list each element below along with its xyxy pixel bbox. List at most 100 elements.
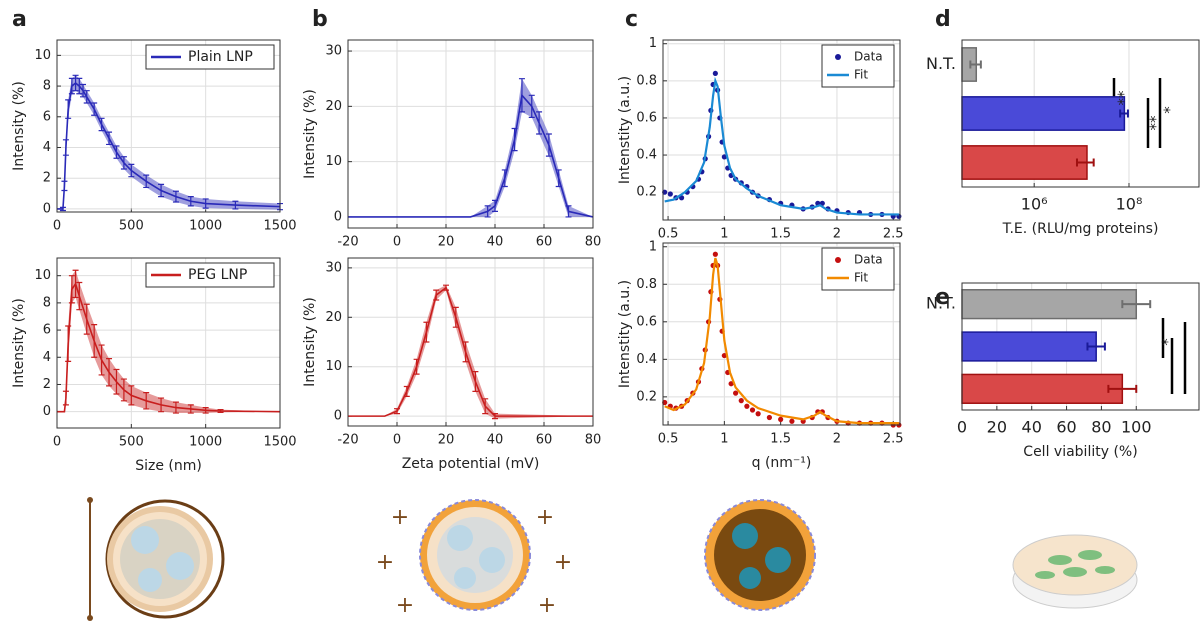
plot-frame bbox=[961, 282, 1200, 411]
y-tick-label: 30 bbox=[325, 44, 342, 59]
error-bar bbox=[528, 94, 535, 119]
x-tick-label: 1.5 bbox=[770, 432, 791, 447]
error-bar bbox=[172, 401, 179, 414]
panel-letter: c bbox=[625, 7, 638, 32]
y-tick-label: 4 bbox=[43, 140, 51, 155]
error-bar bbox=[413, 358, 420, 375]
error-bar bbox=[1121, 300, 1152, 309]
data-point bbox=[721, 154, 727, 160]
error-bar bbox=[394, 408, 400, 415]
error-bar bbox=[1075, 158, 1095, 167]
data-point bbox=[766, 414, 772, 421]
error-bar bbox=[61, 180, 68, 192]
x-tick-label: 2.5 bbox=[883, 227, 904, 242]
x-axis-label: Size (nm) bbox=[135, 458, 202, 474]
legend-label: Plain LNP bbox=[188, 49, 253, 65]
x-tick-label: 0.5 bbox=[658, 432, 679, 447]
illustration-size bbox=[87, 497, 225, 621]
panel: 0.5 1 1.5 2 2.5 0.2 0.4 0.6 0.8 1 Intenstity (a.u.… bbox=[617, 239, 904, 471]
error-bar bbox=[172, 190, 179, 203]
y-tick-label: 30 bbox=[325, 260, 342, 275]
error-bar bbox=[98, 117, 105, 132]
svg-text:+: + bbox=[396, 593, 414, 618]
data-point bbox=[738, 398, 744, 404]
error-bar bbox=[80, 83, 87, 98]
x-tick-label: 20 bbox=[438, 433, 455, 448]
error-bar bbox=[143, 392, 150, 410]
data-point bbox=[749, 407, 756, 413]
illustration-dish bbox=[1012, 534, 1138, 609]
x-tick-label: 20 bbox=[987, 418, 1007, 437]
y-tick-label: 2 bbox=[43, 377, 51, 392]
error-bar bbox=[91, 324, 98, 358]
x-axis-label: q (nm⁻¹) bbox=[752, 455, 812, 471]
panel-letter: a bbox=[12, 7, 27, 32]
error-bar bbox=[536, 111, 543, 135]
legend-label: Fit bbox=[854, 68, 868, 82]
error-bar bbox=[158, 397, 165, 413]
panel: c 0.5 1 1.5 2 2.5 0.2 0.4 0.6 0.8 1 Intenstity (a.u… bbox=[617, 7, 904, 242]
y-tick-label: 6 bbox=[43, 109, 51, 124]
error-bar bbox=[403, 385, 410, 397]
error-bar bbox=[113, 368, 120, 395]
y-axis-label: Intensity (%) bbox=[11, 298, 27, 388]
x-axis-label: Zeta potential (mV) bbox=[402, 456, 540, 472]
plot-frame bbox=[662, 39, 901, 221]
panel: -20 0 20 40 60 80 0 10 20 30 Intensity (%) Zeta pot… bbox=[302, 257, 601, 472]
svg-text:+: + bbox=[376, 550, 394, 575]
legend-label: Data bbox=[854, 253, 883, 267]
y-tick-label: 0.4 bbox=[636, 352, 657, 367]
data-point bbox=[733, 390, 739, 396]
y-axis-label: Intenstity (a.u.) bbox=[617, 280, 633, 388]
x-tick-label: 60 bbox=[536, 235, 553, 250]
svg-text:+: + bbox=[536, 505, 554, 530]
svg-text:+: + bbox=[391, 505, 409, 530]
error-bar bbox=[83, 303, 90, 335]
svg-text:+: + bbox=[538, 593, 556, 618]
significance-label: * bbox=[1161, 106, 1179, 114]
error-bar bbox=[217, 409, 224, 413]
error-bar bbox=[969, 60, 982, 69]
data-point bbox=[778, 416, 784, 422]
y-tick-label: 6 bbox=[43, 323, 51, 338]
x-tick-label: 2 bbox=[833, 227, 841, 242]
error-bar bbox=[518, 78, 525, 113]
error-bar bbox=[72, 74, 79, 92]
error-band bbox=[57, 270, 280, 414]
error-bar bbox=[202, 198, 209, 209]
y-tick-label: 10 bbox=[34, 268, 51, 283]
error-band bbox=[348, 285, 593, 419]
plot-frame bbox=[662, 242, 901, 426]
illustration-charge: + ++ ++ + bbox=[376, 499, 572, 618]
x-tick-label: 1500 bbox=[263, 435, 296, 450]
y-tick-label: 0 bbox=[334, 409, 342, 424]
panel: a 0 500 1000 1500 0 2 4 6 8 10 Intensity (%) Plain L… bbox=[11, 7, 297, 234]
error-bar bbox=[492, 199, 498, 213]
error-bar bbox=[482, 398, 489, 415]
y-tick-label: 1 bbox=[649, 36, 657, 51]
x-tick-label: 0 bbox=[393, 235, 401, 250]
error-bar bbox=[76, 281, 83, 311]
x-tick-label: 40 bbox=[1022, 418, 1042, 437]
y-tick-label: 10 bbox=[325, 359, 342, 374]
significance-label: ** bbox=[1147, 115, 1165, 131]
error-bar bbox=[484, 205, 491, 218]
legend-label: Data bbox=[854, 50, 883, 64]
error-bar bbox=[72, 269, 79, 299]
panel-letter: e bbox=[935, 285, 950, 310]
y-tick-label: 1 bbox=[649, 239, 657, 254]
plot-frame bbox=[56, 39, 281, 213]
error-bar bbox=[423, 321, 430, 343]
legend-box bbox=[145, 262, 275, 288]
error-bar bbox=[202, 407, 209, 414]
error-bar bbox=[472, 371, 479, 393]
y-tick-label: 0 bbox=[334, 209, 342, 224]
error-bar bbox=[158, 183, 165, 198]
legend-box bbox=[821, 44, 895, 88]
x-tick-label: 0 bbox=[53, 219, 61, 234]
category-label: N.T. bbox=[926, 54, 956, 73]
y-axis-label: Intensity (%) bbox=[11, 81, 27, 171]
error-bar bbox=[68, 77, 75, 95]
error-bar bbox=[433, 289, 440, 301]
x-tick-label: -20 bbox=[337, 235, 358, 250]
